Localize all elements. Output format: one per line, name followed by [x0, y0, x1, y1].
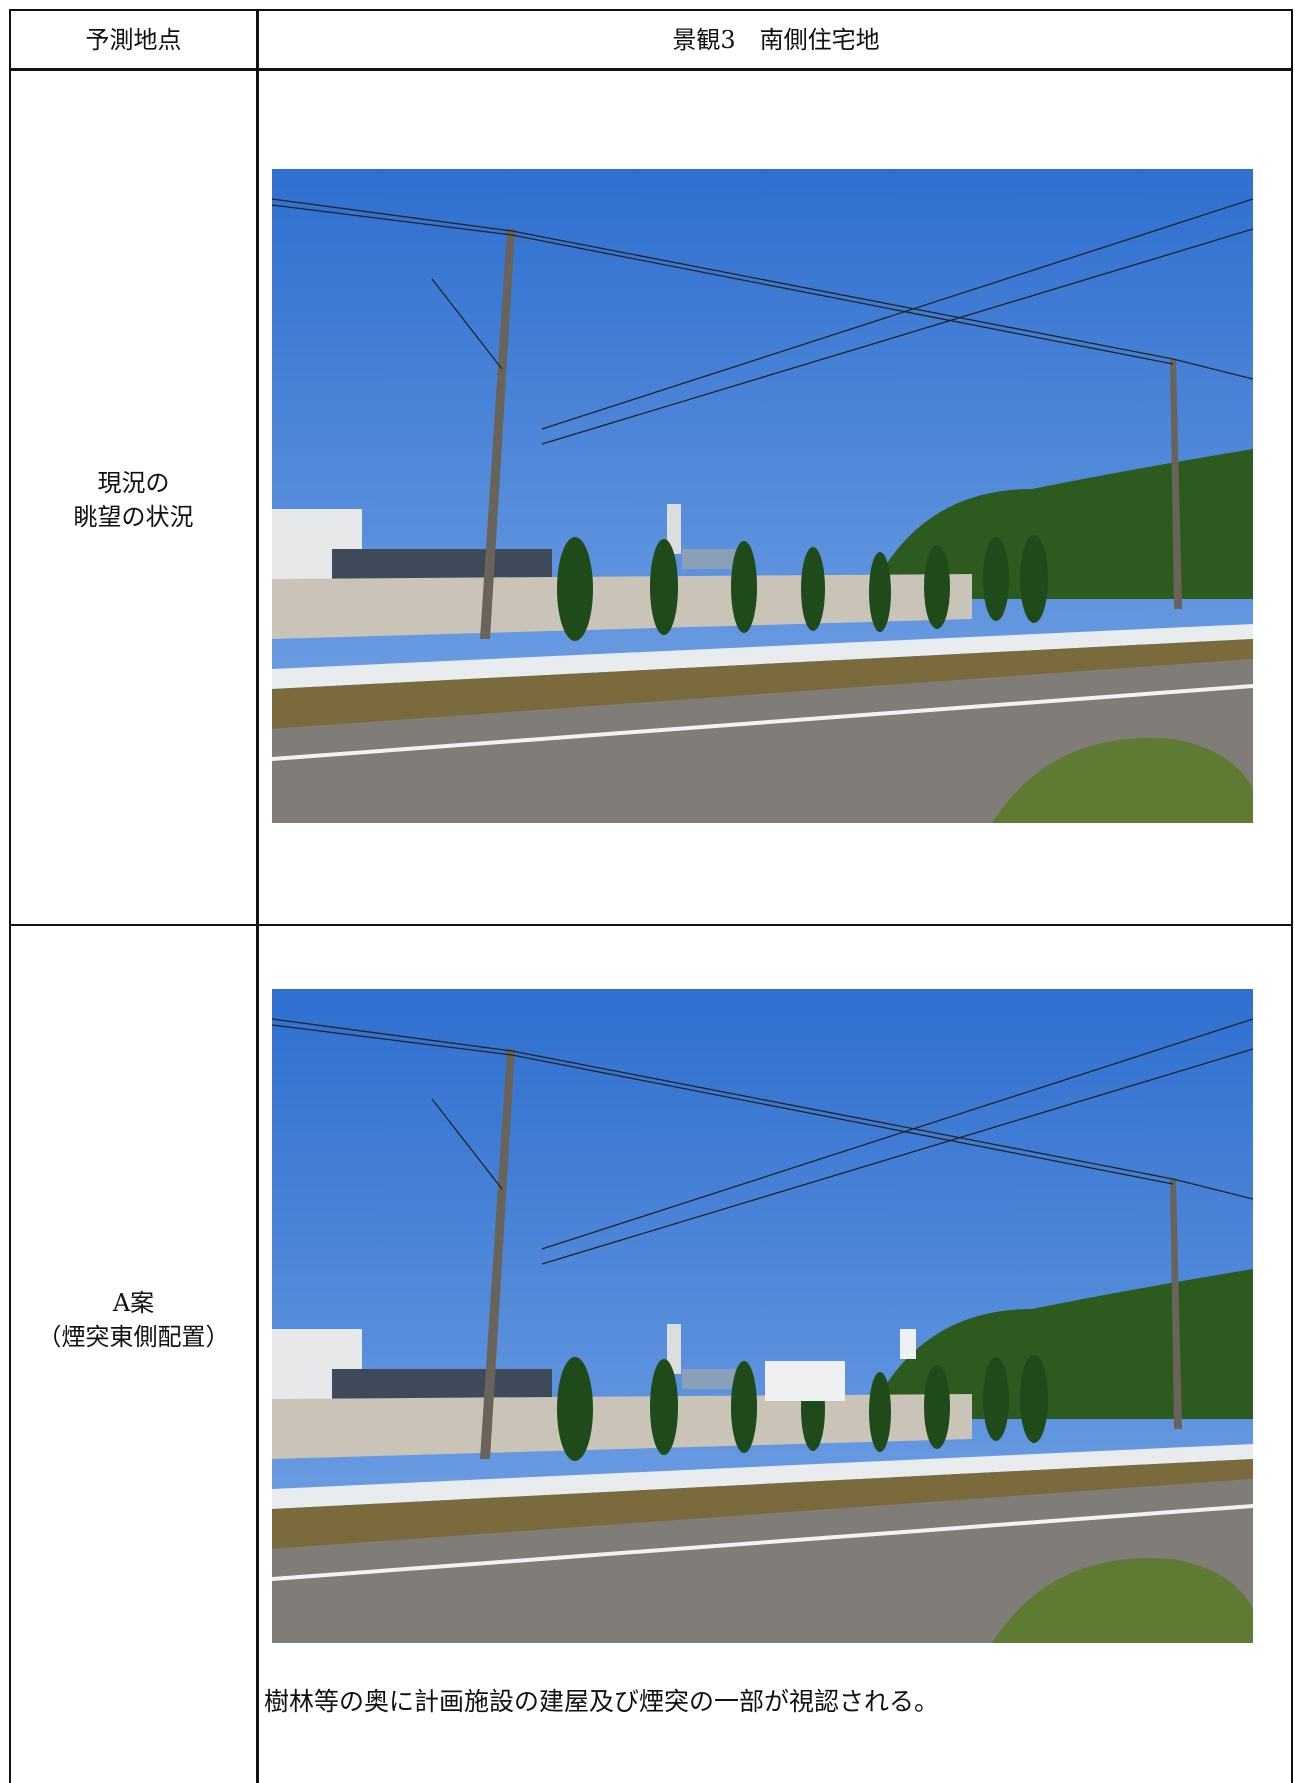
row-label: 現況の 眺望の状況	[11, 466, 256, 534]
row-label: A案 （煙突東側配置）	[11, 1286, 256, 1354]
header-cell: 予測地点	[85, 26, 182, 54]
photo-plan-a	[272, 989, 1253, 1643]
note: 樹林等の奥に計画施設の建屋及び煙突の一部が視認される。	[264, 1687, 940, 1716]
header-cell: 景観3 南側住宅地	[672, 26, 880, 54]
column-rule	[256, 11, 259, 1783]
label-line: 眺望の状況	[73, 503, 194, 531]
label-line: A案	[112, 1289, 155, 1317]
row-rule	[11, 68, 1291, 71]
label-line: （煙突東側配置）	[37, 1323, 230, 1351]
table: 予測地点 景観3 南側住宅地 現況の 眺望の状況 A案 （煙突東側配置）	[9, 9, 1293, 1783]
label-line: 現況の	[97, 469, 170, 497]
row-rule	[11, 924, 1291, 926]
photo-current	[272, 169, 1253, 823]
